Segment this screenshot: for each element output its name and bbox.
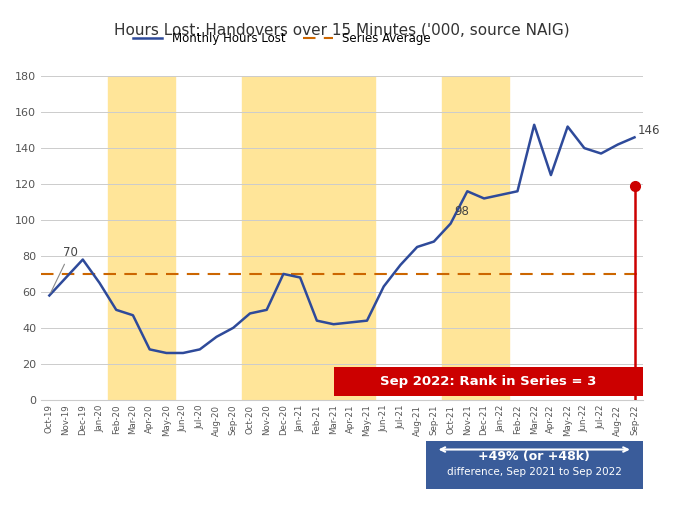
Text: Sep 2022: Rank in Series = 3: Sep 2022: Rank in Series = 3	[380, 375, 596, 388]
Text: +49% (or +48k): +49% (or +48k)	[478, 449, 590, 463]
FancyBboxPatch shape	[333, 367, 643, 396]
Bar	[241, 76, 375, 400]
Text: 98: 98	[454, 205, 469, 218]
Bar	[442, 76, 509, 400]
Text: 146: 146	[638, 124, 660, 137]
Legend: Monthly Hours Lost, Series Average: Monthly Hours Lost, Series Average	[128, 27, 435, 50]
Text: difference, Sep 2021 to Sep 2022: difference, Sep 2021 to Sep 2022	[447, 467, 622, 477]
Text: 70: 70	[51, 246, 78, 293]
Bar	[108, 76, 174, 400]
Title: Hours Lost: Handovers over 15 Minutes ('000, source NAIG): Hours Lost: Handovers over 15 Minutes ('…	[114, 23, 570, 37]
